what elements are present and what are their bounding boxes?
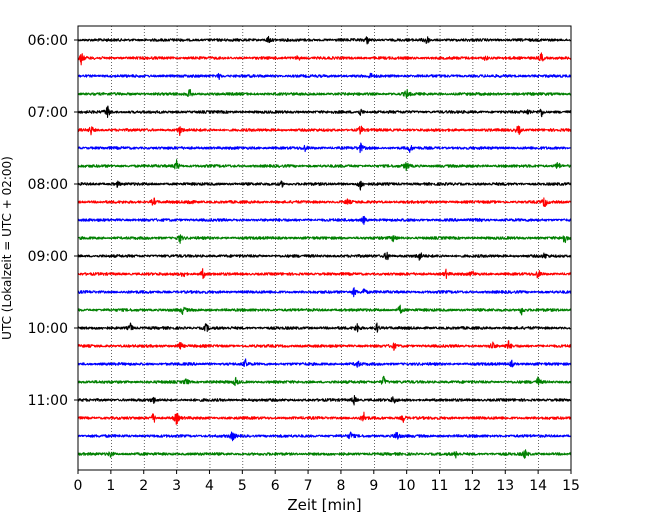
x-tick-label-14: 14 xyxy=(529,478,547,494)
trace-0600 xyxy=(77,35,572,45)
trace-0815 xyxy=(77,197,572,207)
x-axis: 0 1 2 3 4 5 6 7 8 9 10 11 12 13 14 15 xyxy=(74,470,580,494)
y-axis: 06:00 07:00 08:00 09:00 10:00 11:00 xyxy=(28,33,78,409)
y-tick-label-07:00: 07:00 xyxy=(28,105,68,121)
x-tick-label-0: 0 xyxy=(74,478,83,494)
x-axis-label: Zeit [min] xyxy=(287,496,361,514)
trace-1030 xyxy=(77,358,572,368)
trace-0745 xyxy=(77,159,572,172)
trace-1015 xyxy=(77,340,572,351)
trace-0830 xyxy=(77,215,572,225)
trace-0645 xyxy=(77,88,572,99)
trace-0930 xyxy=(77,287,572,298)
trace-0730 xyxy=(77,142,572,154)
x-tick-label-9: 9 xyxy=(369,478,378,494)
trace-0800 xyxy=(77,180,572,191)
x-tick-label-4: 4 xyxy=(205,478,214,494)
trace-0615 xyxy=(77,52,572,66)
x-tick-label-15: 15 xyxy=(562,478,580,494)
x-tick-label-6: 6 xyxy=(271,478,280,494)
trace-group xyxy=(77,35,572,459)
y-tick-label-08:00: 08:00 xyxy=(28,177,68,193)
trace-1045 xyxy=(77,375,572,387)
trace-0700 xyxy=(77,105,572,118)
x-tick-label-8: 8 xyxy=(336,478,345,494)
y-tick-label-06:00: 06:00 xyxy=(28,33,68,49)
x-tick-label-13: 13 xyxy=(496,478,514,494)
x-tick-label-11: 11 xyxy=(431,478,449,494)
x-tick-label-3: 3 xyxy=(172,478,181,494)
x-tick-label-1: 1 xyxy=(106,478,115,494)
trace-1100 xyxy=(77,395,572,406)
grid-lines xyxy=(111,26,539,470)
trace-0845 xyxy=(77,234,572,244)
x-tick-label-10: 10 xyxy=(398,478,416,494)
x-tick-label-5: 5 xyxy=(238,478,247,494)
trace-1115 xyxy=(77,411,572,425)
trace-1000 xyxy=(77,322,572,333)
trace-0715 xyxy=(77,125,572,137)
x-tick-label-12: 12 xyxy=(463,478,481,494)
y-tick-label-10:00: 10:00 xyxy=(28,321,68,337)
y-tick-label-11:00: 11:00 xyxy=(28,393,68,409)
trace-0915 xyxy=(77,268,572,280)
trace-1145 xyxy=(77,449,572,459)
x-tick-label-7: 7 xyxy=(304,478,313,494)
x-tick-label-2: 2 xyxy=(139,478,148,494)
trace-1130 xyxy=(77,431,572,442)
plot-frame xyxy=(77,25,572,471)
y-axis-label: UTC (Lokalzeit = UTC + 02:00) xyxy=(0,156,14,340)
trace-0630 xyxy=(77,72,572,80)
trace-0945 xyxy=(77,304,572,316)
trace-0900 xyxy=(77,251,572,261)
y-tick-label-09:00: 09:00 xyxy=(28,249,68,265)
